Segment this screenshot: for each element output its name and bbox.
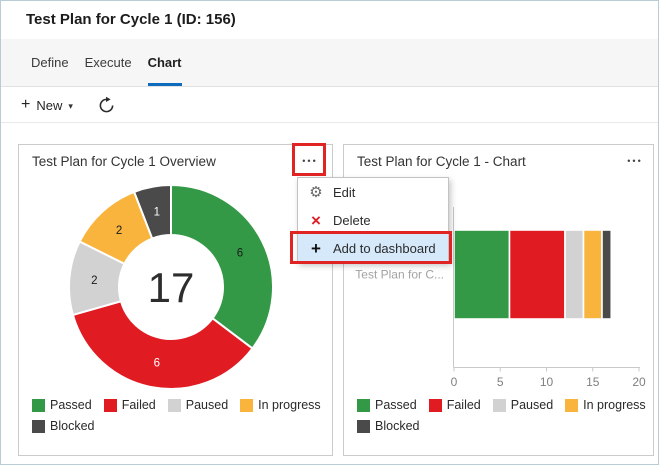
context-menu: ⚙ Edit × Delete + Add to dashboard xyxy=(297,177,449,263)
menu-item-edit[interactable]: ⚙ Edit xyxy=(298,178,448,206)
legend-item-failed: Failed xyxy=(428,398,481,412)
legend-swatch xyxy=(32,419,45,433)
legend-label: Failed xyxy=(121,398,156,412)
legend-swatch xyxy=(492,398,506,412)
legend-swatch xyxy=(167,398,181,412)
menu-item-add-to-dashboard[interactable]: + Add to dashboard xyxy=(298,234,448,262)
ellipsis-icon: ••• xyxy=(627,155,643,166)
legend-item-paused: Paused xyxy=(167,398,229,412)
plus-icon: + xyxy=(311,238,321,258)
tab-define-label: Define xyxy=(31,55,69,70)
legend-item-passed: Passed xyxy=(32,398,92,412)
page-title: Test Plan for Cycle 1 (ID: 156) xyxy=(26,11,236,28)
svg-text:6: 6 xyxy=(237,248,243,260)
ellipsis-icon: ••• xyxy=(302,155,318,166)
toolbar: + New ▾ xyxy=(1,88,658,123)
legend-item-in-progress: In progress xyxy=(565,398,646,412)
plus-icon: + xyxy=(21,96,31,113)
gear-icon: ⚙ xyxy=(309,183,323,201)
legend-item-blocked: Blocked xyxy=(32,419,94,433)
tab-bar: Define Execute Chart xyxy=(1,39,658,87)
donut-chart-svg: 6 6 2 2 1 17 xyxy=(68,183,274,390)
tab-execute[interactable]: Execute xyxy=(85,39,132,86)
legend-swatch xyxy=(240,398,254,412)
menu-item-delete[interactable]: × Delete xyxy=(298,206,448,234)
legend-swatch xyxy=(357,398,370,412)
bar-segment-paused xyxy=(564,229,585,320)
legend-label: In progress xyxy=(583,398,646,412)
legend-label: Blocked xyxy=(375,419,420,433)
bar-segment-failed xyxy=(508,229,566,320)
legend-item-failed: Failed xyxy=(103,398,156,412)
svg-text:1: 1 xyxy=(154,206,160,218)
bar-chart-svg: Test Plan for C... 0 5 10 15 20 xyxy=(355,207,646,389)
legend-label: Blocked xyxy=(50,419,95,433)
legend-label: Passed xyxy=(50,398,92,412)
bar-card-title: Test Plan for Cycle 1 - Chart xyxy=(357,154,526,169)
legend-item-blocked: Blocked xyxy=(357,419,419,433)
active-tab-underline xyxy=(147,83,182,86)
legend-item-in-progress: In progress xyxy=(240,398,321,412)
bar-chart: Test Plan for C... 0 5 10 15 20 xyxy=(344,145,655,457)
svg-text:5: 5 xyxy=(497,375,504,389)
donut-slice-blocked xyxy=(132,183,172,240)
new-button[interactable]: + New ▾ xyxy=(21,97,73,113)
overview-legend: Passed Failed Paused In progress Blocked xyxy=(32,398,324,433)
svg-text:10: 10 xyxy=(540,375,554,389)
caret-down-icon: ▾ xyxy=(68,100,73,111)
svg-text:0: 0 xyxy=(451,375,458,389)
bar-segment-in-progress xyxy=(582,229,603,320)
legend-swatch xyxy=(103,398,117,412)
legend-label: Failed xyxy=(446,398,481,412)
donut-slice-failed xyxy=(71,299,254,390)
menu-item-edit-label: Edit xyxy=(333,184,356,200)
donut-chart: 6 6 2 2 1 17 xyxy=(65,181,277,393)
new-button-label: New xyxy=(36,97,63,113)
donut-total-label: 17 xyxy=(148,264,195,311)
legend-item-paused: Paused xyxy=(492,398,554,412)
svg-text:2: 2 xyxy=(91,275,97,287)
overview-card-title: Test Plan for Cycle 1 Overview xyxy=(32,154,216,169)
svg-text:20: 20 xyxy=(632,375,646,389)
legend-swatch xyxy=(32,398,45,412)
legend-item-passed: Passed xyxy=(357,398,417,412)
bar-segment-passed xyxy=(453,229,511,320)
bar-legend: Passed Failed Paused In progress Blocked xyxy=(357,398,649,433)
ellipsis-button-overview-card[interactable]: ••• xyxy=(295,147,325,174)
refresh-icon xyxy=(99,96,114,112)
donut-slice-passed xyxy=(170,183,274,350)
tab-chart[interactable]: Chart xyxy=(147,39,182,86)
legend-label: Passed xyxy=(375,398,417,412)
tab-chart-label: Chart xyxy=(147,55,182,70)
bar-segment-blocked xyxy=(601,229,613,320)
ellipsis-button-bar-card[interactable]: ••• xyxy=(620,147,650,174)
tab-define[interactable]: Define xyxy=(31,39,69,86)
tab-execute-label: Execute xyxy=(84,55,132,70)
menu-item-delete-label: Delete xyxy=(333,212,371,228)
legend-label: Paused xyxy=(185,398,229,412)
bar-category-label: Test Plan for C... xyxy=(355,268,444,282)
legend-label: Paused xyxy=(510,398,554,412)
delete-x-icon: × xyxy=(311,210,321,230)
svg-text:2: 2 xyxy=(116,225,122,237)
legend-swatch xyxy=(565,398,579,412)
legend-label: In progress xyxy=(258,398,321,412)
refresh-button[interactable] xyxy=(97,96,116,115)
legend-swatch xyxy=(428,398,442,412)
overview-chart-card: Test Plan for Cycle 1 Overview ••• 6 6 2 2 1… xyxy=(18,144,333,456)
svg-text:6: 6 xyxy=(154,358,160,370)
menu-item-add-to-dashboard-label: Add to dashboard xyxy=(333,240,436,256)
legend-swatch xyxy=(357,419,370,433)
svg-text:15: 15 xyxy=(586,375,600,389)
